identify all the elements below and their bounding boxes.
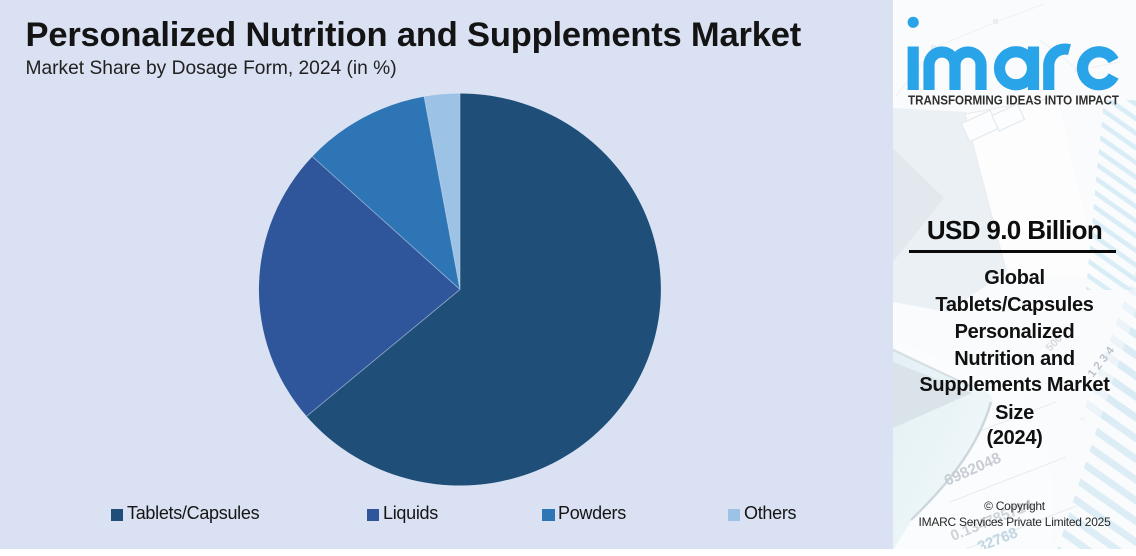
svg-text:TRANSFORMING IDEAS INTO IMPACT: TRANSFORMING IDEAS INTO IMPACT bbox=[908, 94, 1119, 108]
